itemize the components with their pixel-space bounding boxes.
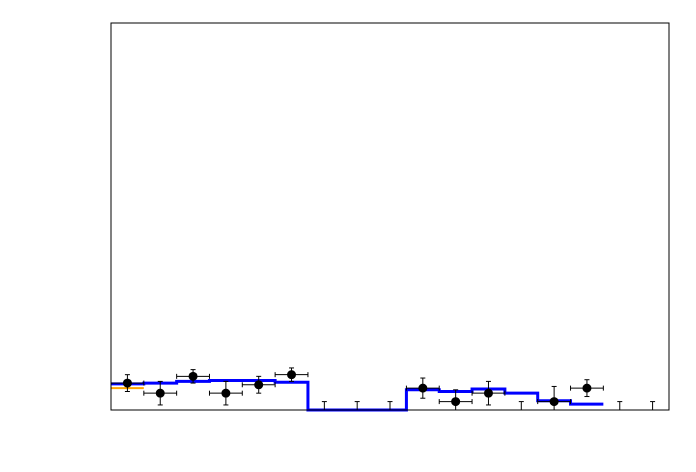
point-marker bbox=[155, 388, 165, 398]
point-marker bbox=[287, 370, 297, 380]
point-marker bbox=[122, 378, 132, 388]
data-point bbox=[110, 374, 145, 392]
empty-bin-error bbox=[650, 401, 656, 410]
empty-bin-error bbox=[518, 401, 524, 410]
data-point bbox=[405, 377, 440, 399]
empty-bin-error bbox=[321, 401, 327, 410]
point-marker bbox=[254, 380, 264, 390]
empty-bin-error bbox=[617, 401, 623, 410]
point-marker bbox=[483, 388, 493, 398]
data-point bbox=[241, 375, 276, 394]
point-marker bbox=[582, 383, 592, 393]
point-marker bbox=[549, 397, 559, 407]
empty-bin-error bbox=[387, 401, 393, 410]
empty-bin-error bbox=[354, 401, 360, 410]
point-marker bbox=[418, 383, 428, 393]
data-point bbox=[471, 380, 506, 406]
data-point bbox=[274, 367, 309, 382]
plot-frame bbox=[110, 22, 670, 411]
point-marker bbox=[221, 388, 231, 398]
point-marker bbox=[451, 397, 461, 407]
data-point bbox=[176, 369, 210, 384]
data-point bbox=[143, 380, 178, 406]
points-layer bbox=[110, 367, 656, 411]
data-point bbox=[208, 380, 243, 406]
data-point bbox=[570, 379, 604, 398]
point-marker bbox=[188, 371, 198, 381]
